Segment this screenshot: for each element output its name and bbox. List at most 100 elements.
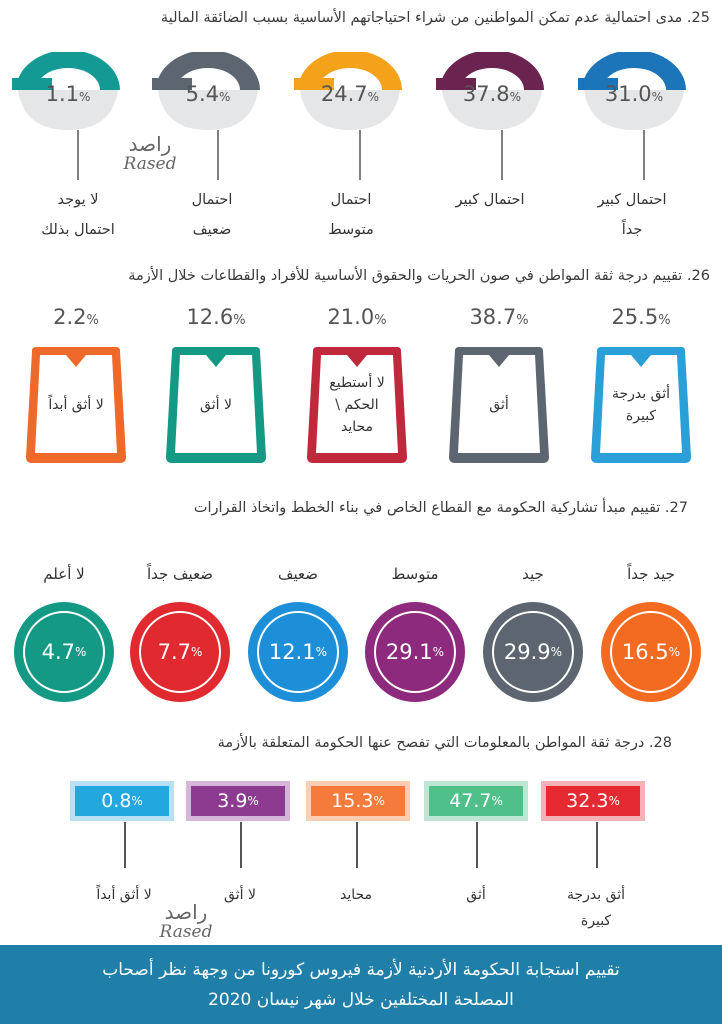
watermark-latin: Rased: [123, 154, 177, 174]
gauge-pill: [300, 90, 400, 130]
box-label-line1: أثق بدرجة: [566, 887, 626, 903]
circle-value-number: 29.1: [385, 640, 433, 664]
circle-value-number: 29.9: [503, 640, 551, 664]
footer-line-1: تقييم استجابة الحكومة الأردنية لأزمة فير…: [102, 960, 620, 980]
circle-value: 29.1%: [374, 611, 456, 693]
box-value: 3.9%: [191, 786, 285, 816]
circle-value: 4.7%: [23, 611, 105, 693]
box-value-unit: %: [491, 794, 503, 808]
box-stem: [240, 822, 242, 868]
gauge-value-unit: %: [509, 90, 522, 104]
bucket-0: أثق بدرجة كبيرة: [591, 347, 691, 463]
bucket-percent-number: 21.0: [327, 305, 375, 329]
box-3: 3.9%: [186, 781, 290, 821]
bucket-graphic: [26, 347, 126, 463]
gauge-graphic: [152, 52, 260, 180]
box-label-line2: كبيرة: [580, 913, 612, 929]
gauge-label: احتمال كبير جداً: [572, 185, 692, 245]
gauge-arc: [298, 52, 402, 90]
circle-value-unit: %: [315, 645, 328, 659]
box-value: 0.8%: [75, 786, 169, 816]
circle-value: 16.5%: [610, 611, 692, 693]
box-label-line1: محايد: [339, 887, 373, 903]
box-label: لا أثق أبداً: [69, 882, 179, 908]
circle-3: 12.1%: [248, 602, 348, 702]
box-stem: [124, 822, 126, 868]
bucket-percent-unit: %: [374, 313, 387, 328]
gauge-value-number: 5.4: [185, 82, 219, 106]
gauge-arc: [16, 52, 120, 90]
circle-value-number: 4.7: [41, 640, 75, 664]
bucket-graphic: [591, 347, 691, 463]
box-value-unit: %: [247, 794, 259, 808]
box-value-number: 0.8: [101, 790, 132, 812]
box-value: 15.3%: [311, 786, 405, 816]
bucket-percent-unit: %: [233, 313, 246, 328]
gauge-label-line2: جداً: [621, 222, 643, 238]
box-stem: [476, 822, 478, 868]
gauge-graphic: [436, 52, 544, 180]
bucket-percent-number: 38.7: [469, 305, 517, 329]
gauge-label-line1: احتمال كبير: [455, 192, 525, 208]
gauge-tab: [436, 78, 476, 90]
circle-label: جيد: [522, 565, 544, 583]
gauge-value-unit: %: [79, 90, 91, 104]
circle-value-unit: %: [550, 645, 563, 659]
box-value-number: 15.3: [331, 790, 374, 812]
box-value-unit: %: [131, 794, 143, 808]
gauge-pill: [584, 90, 684, 130]
bucket-label: أثق بدرجة كبيرة: [611, 386, 671, 424]
box-label: أثق: [421, 882, 531, 908]
bucket-pointer: [66, 355, 86, 367]
circle-value: 29.9%: [492, 611, 574, 693]
bucket-inner: [458, 355, 540, 453]
watermark-logo: راصد Rased: [100, 132, 200, 174]
box-value: 47.7%: [429, 786, 523, 816]
circle-value-number: 7.7: [157, 640, 191, 664]
gauge-value-unit: %: [367, 90, 380, 104]
bucket-inner: [35, 355, 117, 453]
q26-title: 26. تقييم درجة ثقة المواطن في صون الحريا…: [128, 268, 710, 284]
footer-line-2: المصلحة المختلفين خلال شهر نيسان 2020: [208, 990, 514, 1010]
box-4: 0.8%: [70, 781, 174, 821]
gauge-pill: [158, 90, 258, 130]
gauge-value-unit: %: [219, 90, 231, 104]
bucket-pointer: [489, 355, 509, 367]
bucket-1: أثق: [449, 347, 549, 463]
gauge-label-line1: احتمال كبير: [597, 192, 667, 208]
gauge-graphic: [578, 52, 686, 180]
gauge-label: احتمال متوسط: [291, 185, 411, 245]
bucket-percent: 12.6%: [166, 305, 266, 329]
box-1: 47.7%: [424, 781, 528, 821]
circle-value: 12.1%: [257, 611, 339, 693]
box-label: أثق بدرجة كبيرة: [541, 882, 651, 934]
circle-0: 16.5%: [601, 602, 701, 702]
gauge-3: 5.4%: [152, 52, 264, 202]
box-value: 32.3%: [546, 786, 640, 816]
box-2: 15.3%: [306, 781, 410, 821]
bucket-inner: [316, 355, 398, 453]
gauge-arc: [440, 52, 544, 90]
box-0: 32.3%: [541, 781, 645, 821]
circle-2: 29.1%: [365, 602, 465, 702]
gauge-label-line2: متوسط: [328, 222, 374, 238]
gauge-label-line2: ضعيف: [192, 222, 232, 238]
bucket-percent-number: 25.5: [611, 305, 659, 329]
box-label-line1: لا أثق أبداً: [96, 887, 152, 903]
gauge-0: 31.0%: [578, 52, 690, 202]
bucket-4: لا أثق أبداً: [26, 347, 126, 463]
box-label-line1: أثق: [466, 887, 486, 903]
bucket-pointer: [206, 355, 226, 367]
gauge-value: 5.4%: [172, 82, 244, 106]
bucket-percent-number: 12.6: [186, 305, 234, 329]
gauge-tab: [578, 78, 618, 90]
gauge-value: 24.7%: [314, 82, 386, 106]
gauge-label-line2: احتمال بذلك: [41, 222, 115, 238]
circle-label: لا أعلم: [43, 565, 85, 583]
box-value-unit: %: [608, 794, 620, 808]
gauge-value: 37.8%: [456, 82, 528, 106]
gauge-1: 37.8%: [436, 52, 548, 202]
gauge-value-number: 37.8: [462, 82, 510, 106]
gauge-graphic: [12, 52, 120, 180]
gauge-arc: [156, 52, 260, 90]
